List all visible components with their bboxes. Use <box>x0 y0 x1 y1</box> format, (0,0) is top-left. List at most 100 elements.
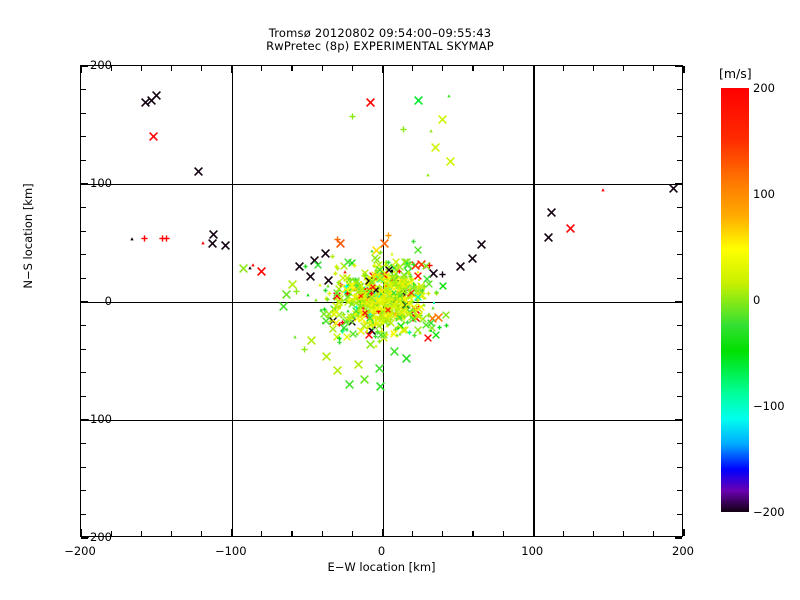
scatter-marker <box>408 289 411 292</box>
scatter-marker <box>383 280 389 287</box>
x-tick-minor <box>140 531 142 536</box>
y-tick-minor-right <box>677 490 682 492</box>
scatter-marker <box>346 283 352 288</box>
scatter-marker <box>305 271 315 281</box>
scatter-marker <box>404 260 413 269</box>
scatter-marker <box>412 310 415 313</box>
scatter-marker <box>413 246 422 255</box>
scatter-marker <box>399 274 408 283</box>
scatter-marker <box>352 278 361 287</box>
scatter-marker <box>373 321 378 327</box>
scatter-marker <box>367 309 372 314</box>
x-tick-label: 200 <box>672 544 694 558</box>
scatter-marker <box>345 291 350 296</box>
scatter-marker <box>405 293 414 302</box>
scatter-marker <box>353 277 358 282</box>
scatter-marker <box>367 274 376 283</box>
scatter-marker <box>368 312 373 317</box>
scatter-marker <box>396 308 405 316</box>
scatter-marker <box>407 291 412 296</box>
scatter-marker <box>194 166 204 176</box>
scatter-marker <box>353 313 362 322</box>
scatter-marker <box>357 291 362 296</box>
scatter-marker <box>385 291 392 298</box>
scatter-marker <box>384 282 391 288</box>
scatter-marker <box>400 279 409 288</box>
scatter-marker <box>404 267 413 276</box>
scatter-marker <box>393 315 397 320</box>
scatter-marker <box>395 274 398 277</box>
x-tick-label: −100 <box>214 544 247 558</box>
scatter-marker <box>331 306 340 315</box>
colorbar-tick-label: 0 <box>753 293 761 307</box>
scatter-marker <box>387 317 393 322</box>
y-tick-minor-right <box>677 207 682 209</box>
title-line-2: RwPretec (8p) EXPERIMENTAL SKYMAP <box>266 39 494 53</box>
scatter-marker <box>413 290 422 299</box>
scatter-marker <box>322 351 332 361</box>
x-tick-minor-top <box>110 66 112 71</box>
scatter-marker <box>413 311 417 315</box>
scatter-marker <box>360 303 367 309</box>
scatter-marker <box>430 142 440 152</box>
scatter-marker <box>397 312 406 321</box>
scatter-plot-area <box>81 66 682 536</box>
scatter-marker <box>358 292 365 299</box>
scatter-marker <box>352 287 358 292</box>
scatter-marker <box>361 296 366 301</box>
scatter-marker <box>369 271 378 280</box>
scatter-marker <box>207 238 217 248</box>
scatter-marker <box>372 308 379 315</box>
scatter-marker <box>331 308 340 316</box>
scatter-marker <box>346 315 350 319</box>
scatter-marker <box>369 306 373 310</box>
scatter-marker <box>383 281 390 287</box>
scatter-marker <box>367 325 377 335</box>
scatter-marker <box>363 277 367 281</box>
y-tick-major <box>81 419 88 421</box>
scatter-marker <box>396 292 402 298</box>
scatter-marker <box>393 284 400 290</box>
scatter-marker <box>376 309 381 314</box>
scatter-marker <box>398 280 407 288</box>
scatter-marker <box>375 329 380 334</box>
scatter-marker <box>366 291 371 297</box>
scatter-marker <box>337 322 342 327</box>
scatter-marker <box>359 375 369 385</box>
scatter-marker <box>366 287 373 294</box>
y-tick-minor <box>81 513 86 515</box>
scatter-marker <box>387 297 391 302</box>
y-tick-minor-right <box>677 443 682 445</box>
scatter-marker <box>395 302 402 309</box>
colorbar-tick-label: 100 <box>753 187 775 201</box>
y-tick-label: 200 <box>90 58 112 72</box>
scatter-marker <box>313 261 322 270</box>
scatter-marker <box>354 293 361 300</box>
y-tick-minor-right <box>677 395 682 397</box>
scatter-marker <box>368 285 375 292</box>
scatter-marker <box>385 265 394 274</box>
scatter-marker <box>357 302 363 309</box>
scatter-marker <box>413 312 417 317</box>
scatter-marker <box>349 329 357 338</box>
scatter-marker <box>417 286 426 295</box>
scatter-marker <box>341 313 346 317</box>
y-tick-minor <box>81 395 86 397</box>
scatter-marker <box>360 309 367 315</box>
scatter-marker <box>389 280 395 287</box>
scatter-marker <box>383 285 390 292</box>
scatter-marker <box>383 276 392 285</box>
x-tick-minor <box>291 531 293 536</box>
scatter-marker <box>414 305 423 313</box>
scatter-marker <box>343 274 352 282</box>
scatter-marker <box>293 288 300 295</box>
scatter-marker <box>375 292 380 296</box>
y-tick-minor-right <box>677 89 682 91</box>
scatter-marker <box>442 311 451 320</box>
scatter-marker <box>429 129 433 133</box>
scatter-marker <box>394 314 403 323</box>
scatter-marker <box>566 224 576 234</box>
scatter-marker <box>352 307 360 315</box>
x-tick-major-top <box>381 66 384 73</box>
x-tick-minor-top <box>140 66 142 71</box>
